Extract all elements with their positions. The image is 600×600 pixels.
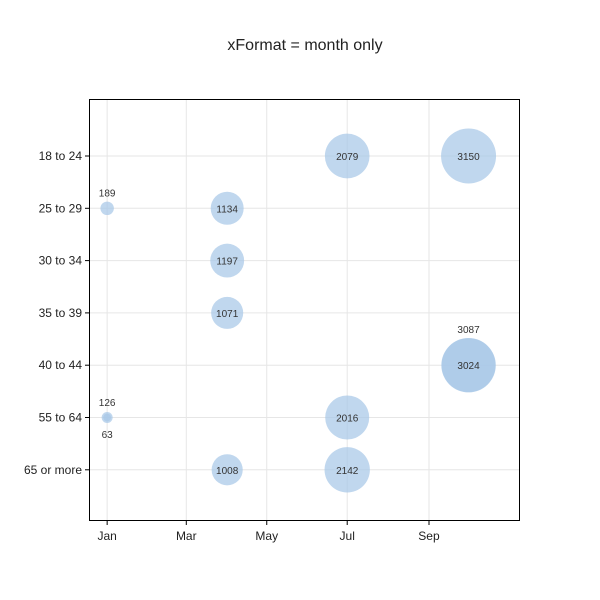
- x-tick-label: May: [255, 529, 278, 543]
- axes: Jan Mar May Jul Sep 18 to 24 25 to 29 30 to 34 3…: [24, 149, 440, 543]
- bubble-value-label: 1197: [216, 257, 238, 268]
- bubble-value-label: 3150: [457, 152, 480, 163]
- y-tick-label: 18 to 24: [39, 149, 83, 163]
- bubble-value-label: 126: [99, 398, 116, 409]
- y-tick-label: 65 or more: [24, 463, 82, 477]
- bubble-value-label: 189: [99, 189, 116, 200]
- bubble: [103, 413, 112, 422]
- bubble-value-label: 1134: [216, 204, 238, 215]
- bubble: [441, 338, 496, 393]
- bubble-value-label: 1008: [216, 466, 239, 477]
- bubble-value-label: 63: [102, 430, 114, 441]
- bubble: [210, 191, 244, 225]
- bubble: [441, 128, 497, 184]
- x-tick-label: Sep: [418, 529, 440, 543]
- y-tick-label: 35 to 39: [39, 306, 83, 320]
- bubble: [211, 296, 244, 329]
- bubble-value-label: 2079: [336, 152, 359, 163]
- bubble: [211, 454, 243, 486]
- bubbles: [100, 128, 497, 493]
- x-tick-label: Mar: [176, 529, 197, 543]
- bubble-value-label: 1071: [216, 309, 239, 320]
- bubble: [324, 447, 370, 493]
- y-tick-label: 55 to 64: [39, 411, 83, 425]
- bubble: [100, 201, 114, 216]
- x-tick-label: Jan: [97, 529, 116, 543]
- y-tick-label: 40 to 44: [39, 358, 83, 372]
- bubble-value-label: 2142: [336, 466, 359, 477]
- bubble: [210, 243, 245, 278]
- bubble-value-label: 2016: [336, 414, 359, 425]
- bubble: [324, 133, 370, 179]
- bubble-value-label: 3024: [457, 361, 480, 372]
- chart-title: xFormat = month only: [227, 37, 382, 54]
- bubble: [325, 395, 370, 440]
- y-tick-label: 30 to 34: [39, 254, 83, 268]
- bubble-labels: 2079 3150 189 1134 1197 1071 3024 3087 63 126 2016…: [99, 152, 480, 477]
- x-tick-label: Jul: [340, 529, 355, 543]
- bubble-value-label: 3087: [457, 325, 480, 336]
- y-tick-label: 25 to 29: [39, 201, 83, 215]
- plot-frame: [89, 99, 520, 521]
